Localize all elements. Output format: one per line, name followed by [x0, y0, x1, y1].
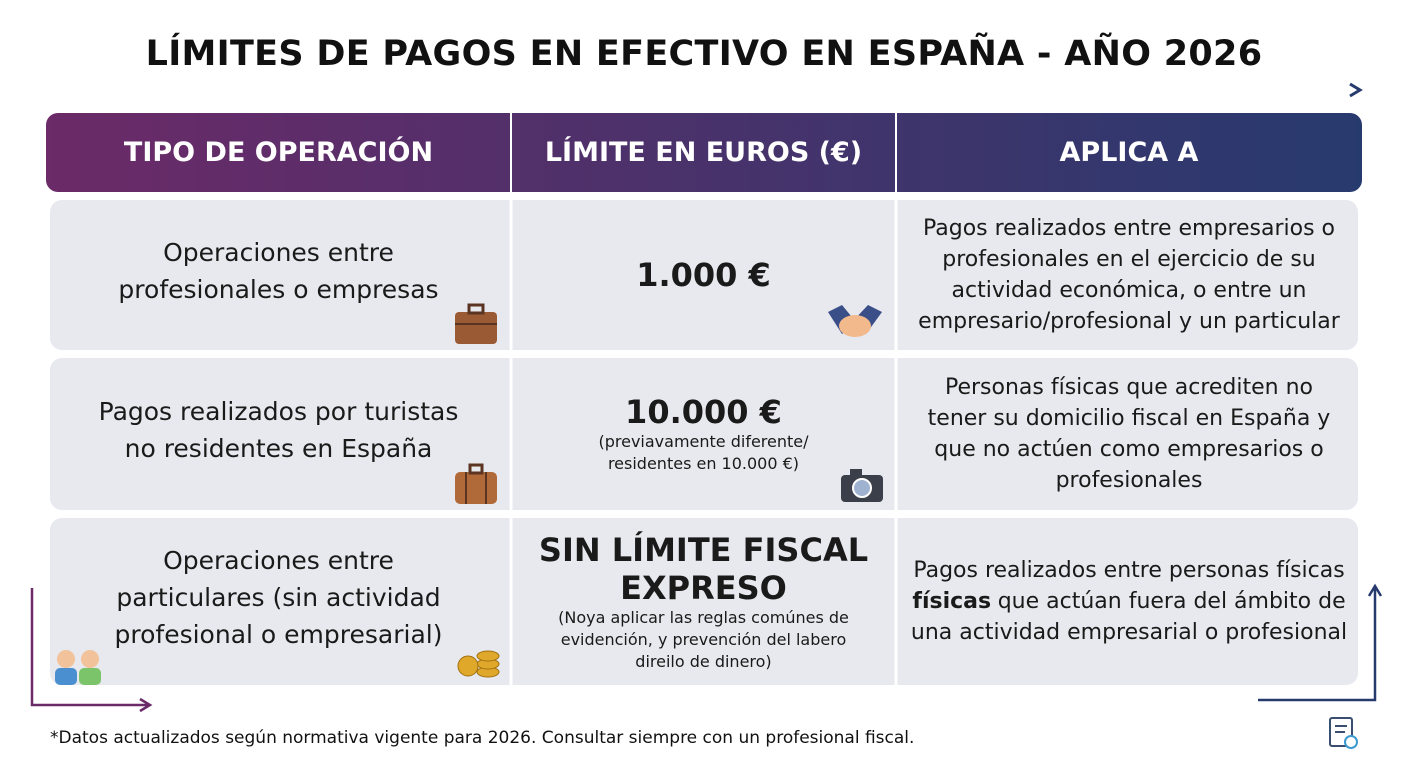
- column-header: LÍMITE EN EUROS (€): [511, 113, 896, 192]
- applies-cell: Pagos realizados entre personas físicas f…: [896, 518, 1362, 685]
- limit-line: 1.000 €: [636, 256, 771, 294]
- column-header: TIPO DE OPERACIÓN: [46, 113, 511, 192]
- footnote: *Datos actualizados según normativa vige…: [50, 728, 915, 748]
- document-icon: [1329, 717, 1358, 749]
- column-header: APLICA A: [896, 113, 1362, 192]
- limit-cell: 10.000 € (previavamente diferente/residen…: [511, 358, 896, 510]
- limit-note: (Noya aplicar las reglas comúnes de evide…: [558, 607, 849, 673]
- limit-line: 10.000 €: [625, 393, 782, 431]
- note-line: (Noya aplicar las reglas comúnes de: [558, 607, 849, 627]
- applies-line: profesionales en el ejercicio de su: [942, 247, 1316, 272]
- note-line: residentes en 10.000 €): [607, 454, 800, 473]
- applies-line: tener su domicilio fiscal en España y: [927, 406, 1331, 431]
- header-text: LÍMITE EN EUROS (€): [544, 137, 863, 168]
- header-text: APLICA A: [1059, 137, 1199, 168]
- operation-line: no residentes en España: [124, 434, 433, 463]
- suitcase-icon: [455, 463, 497, 504]
- note-line: direilo de dinero): [635, 651, 772, 671]
- applies-line: físicas que actúan fuera del ámbito de: [912, 586, 1345, 617]
- coins-icon: [457, 650, 500, 678]
- applies-line: Personas físicas que acrediten no: [944, 375, 1314, 400]
- operation-line: particulares (sin actividad: [116, 583, 441, 612]
- operation-cell: Operaciones entre particulares (sin activ…: [46, 518, 511, 677]
- operation-line: profesional o empresarial): [114, 620, 443, 649]
- operation-line: Operaciones entre: [163, 546, 394, 575]
- applies-line: una actividad empresarial o profesional: [910, 620, 1348, 645]
- applies-line: profesionales: [1055, 468, 1203, 493]
- header-text: TIPO DE OPERACIÓN: [123, 137, 434, 168]
- limit-cell: SIN LÍMITE FISCAL EXPRESO (Noya aplicar la…: [511, 518, 896, 685]
- limit-line: SIN LÍMITE FISCAL: [538, 530, 869, 569]
- title: LÍMITES DE PAGOS EN EFECTIVO EN ESPAÑA -…: [145, 34, 1263, 74]
- corner-arrow: [30, 588, 153, 713]
- operation-cell: Pagos realizados por turistas no resident…: [46, 358, 511, 502]
- handshake-icon: [828, 305, 882, 337]
- applies-cell: Personas físicas que acrediten no tener s…: [896, 358, 1362, 510]
- limit-line: EXPRESO: [620, 568, 787, 607]
- people-icon: [55, 650, 101, 685]
- applies-line-part: físicas: [912, 589, 992, 614]
- note-line: (previavamente diferente/: [598, 432, 809, 451]
- briefcase-icon: [455, 303, 497, 344]
- corner-arrow: [1258, 583, 1383, 702]
- applies-cell: Pagos realizados entre empresarios o prof…: [896, 200, 1362, 350]
- applies-line: Pagos realizados entre empresarios o: [922, 216, 1336, 241]
- row-backgrounds: [50, 200, 1358, 685]
- operation-cell: Operaciones entre profesionales o empresa…: [46, 200, 511, 342]
- applies-line-part: que actúan fuera del ámbito de: [997, 589, 1346, 614]
- applies-line: empresario/profesional y un particular: [918, 309, 1340, 334]
- note-line: evidención, y prevención del labero: [560, 629, 847, 649]
- operation-line: profesionales o empresas: [118, 275, 439, 304]
- operation-line: Pagos realizados por turistas: [98, 397, 459, 426]
- arrow-head: [1349, 82, 1363, 98]
- limit-note: (previavamente diferente/residentes en 1…: [598, 431, 808, 475]
- applies-line: Pagos realizados entre personas físicas: [913, 558, 1345, 583]
- header-bar: [46, 113, 1362, 192]
- operation-line: Operaciones entre: [163, 238, 394, 267]
- camera-icon: [841, 469, 883, 502]
- row-dividers: [509, 200, 898, 685]
- limit-cell: 1.000 €: [511, 200, 896, 350]
- applies-line: actividad económica, o entre un: [951, 278, 1307, 303]
- applies-line: que no actúen como empresarios o: [934, 437, 1324, 462]
